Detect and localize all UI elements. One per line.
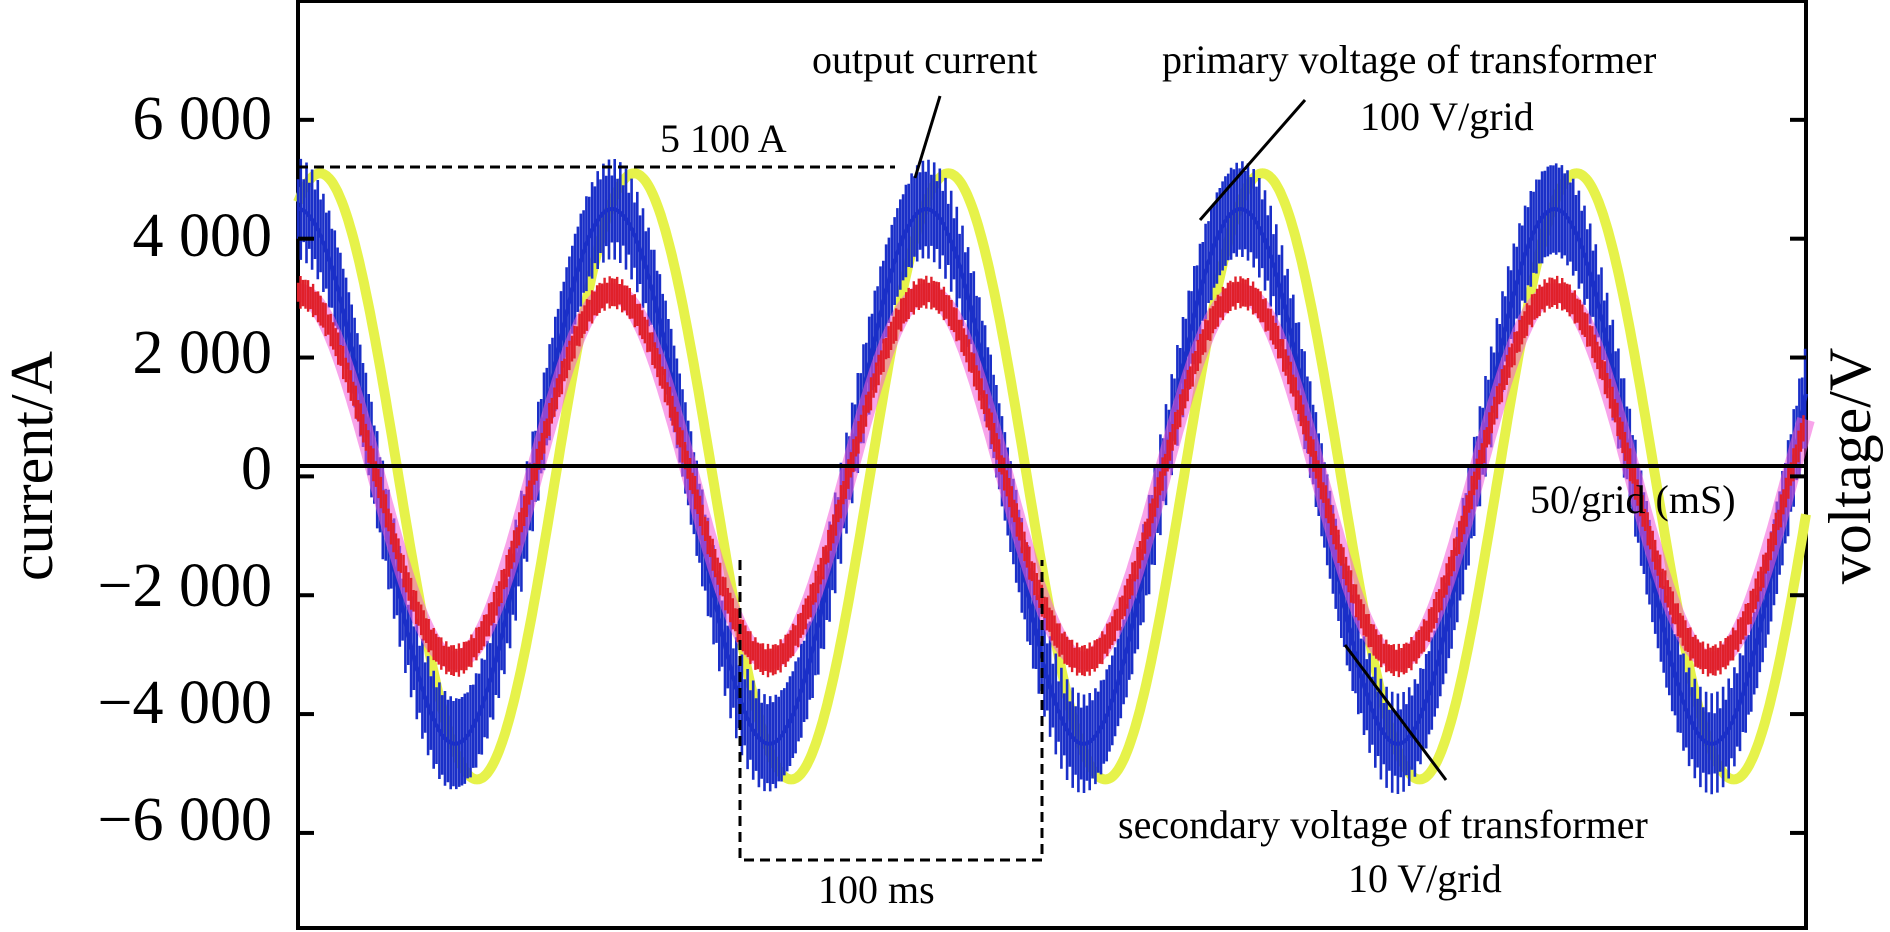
y2-axis-title: voltage/V bbox=[1817, 348, 1883, 585]
secondary-voltage-scale: 10 V/grid bbox=[1348, 856, 1502, 901]
x-scale-label: 50/grid (mS) bbox=[1530, 477, 1736, 522]
period-label: 100 ms bbox=[818, 867, 935, 912]
y-tick-label: 0 bbox=[241, 435, 272, 503]
y-tick-label: 4 000 bbox=[133, 202, 273, 270]
y-tick-label: 2 000 bbox=[133, 319, 273, 387]
primary-voltage-scale: 100 V/grid bbox=[1360, 94, 1534, 139]
primary-voltage-label: primary voltage of transformer bbox=[1162, 37, 1656, 82]
y-tick-label: −2 000 bbox=[98, 552, 272, 620]
y-tick-label: −6 000 bbox=[98, 786, 272, 854]
y-tick-label: −4 000 bbox=[98, 669, 272, 737]
peak-label: 5 100 A bbox=[660, 116, 787, 161]
secondary-voltage-label: secondary voltage of transformer bbox=[1118, 802, 1648, 847]
primary-voltage-leader bbox=[1198, 99, 1307, 221]
output-current-label: output current bbox=[812, 37, 1038, 82]
secondary-voltage-series bbox=[296, 275, 1805, 678]
y-tick-labels: 6 000 4 000 2 000 0 −2 000 −4 000 −6 000 bbox=[98, 85, 272, 854]
series-layer bbox=[293, 158, 1815, 795]
secondary-voltage-leader bbox=[1343, 644, 1448, 781]
period-bracket bbox=[738, 560, 1044, 862]
output-current-leader bbox=[913, 95, 942, 179]
y-axis-title: current/A bbox=[0, 351, 65, 581]
tick-layer bbox=[298, 117, 1806, 835]
y-tick-label: 6 000 bbox=[133, 85, 273, 153]
